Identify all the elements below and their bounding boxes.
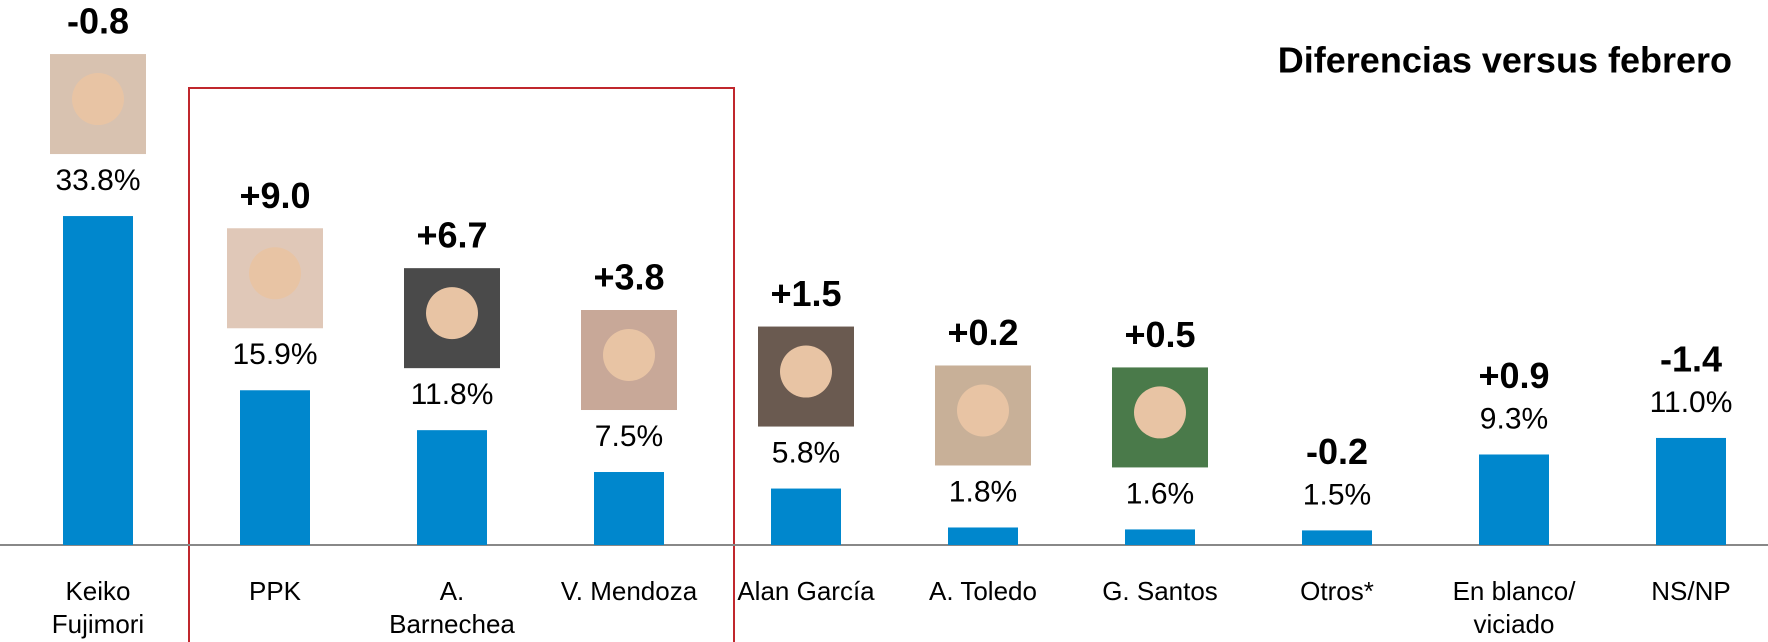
bar bbox=[948, 527, 1018, 545]
difference-label: +1.5 bbox=[770, 273, 841, 314]
bar bbox=[63, 216, 133, 545]
photo-face bbox=[426, 287, 478, 339]
photo-face bbox=[603, 329, 655, 381]
bar bbox=[771, 489, 841, 545]
value-label: 11.0% bbox=[1650, 386, 1733, 419]
bar bbox=[594, 472, 664, 545]
x-tick-label: Keiko Fujimori bbox=[10, 575, 186, 641]
value-label: 11.8% bbox=[411, 378, 494, 411]
x-tick-label: G. Santos bbox=[1072, 575, 1248, 608]
x-tick-label: NS/NP bbox=[1603, 575, 1768, 608]
difference-label: -0.2 bbox=[1306, 431, 1368, 472]
value-label: 33.8% bbox=[55, 164, 140, 197]
x-tick-label: En blanco/ viciado bbox=[1426, 575, 1602, 641]
photo-face bbox=[957, 384, 1009, 436]
page: {"chart_data": {"type": "bar", "title": … bbox=[0, 0, 1768, 642]
x-tick-label: A. Toledo bbox=[895, 575, 1071, 608]
value-label: 7.5% bbox=[595, 420, 663, 453]
value-label: 1.5% bbox=[1303, 478, 1371, 511]
difference-label: +3.8 bbox=[593, 257, 664, 298]
x-tick-label: Alan García bbox=[718, 575, 894, 608]
chart-title: Diferencias versus febrero bbox=[1278, 40, 1732, 81]
value-label: 15.9% bbox=[232, 338, 317, 371]
value-label: 1.8% bbox=[949, 475, 1017, 508]
bar bbox=[240, 390, 310, 545]
value-label: 9.3% bbox=[1480, 402, 1548, 435]
photo-face bbox=[780, 346, 832, 398]
bar bbox=[1479, 454, 1549, 545]
value-label: 5.8% bbox=[772, 436, 840, 469]
difference-label: +9.0 bbox=[239, 175, 310, 216]
difference-label: +0.9 bbox=[1478, 355, 1549, 396]
bar bbox=[1125, 529, 1195, 545]
x-tick-label: PPK bbox=[187, 575, 363, 608]
difference-label: +6.7 bbox=[416, 215, 487, 256]
photo-face bbox=[1134, 386, 1186, 438]
difference-label: +0.2 bbox=[947, 312, 1018, 353]
x-tick-label: V. Mendoza bbox=[541, 575, 717, 608]
difference-label: +0.5 bbox=[1124, 314, 1195, 355]
bar bbox=[1656, 438, 1726, 545]
chart: Diferencias versus febrero 33.8% -0.8 15.9… bbox=[0, 0, 1768, 642]
x-tick-label: Otros* bbox=[1249, 575, 1425, 608]
photo-face bbox=[72, 73, 124, 125]
chart-area: Diferencias versus febrero 33.8% -0.8 15.9… bbox=[0, 0, 1768, 642]
bar bbox=[1302, 530, 1372, 545]
bar bbox=[417, 430, 487, 545]
photo-face bbox=[249, 247, 301, 299]
difference-label: -0.8 bbox=[67, 1, 129, 42]
x-tick-label: A. Barnechea bbox=[364, 575, 540, 641]
difference-label: -1.4 bbox=[1660, 338, 1722, 379]
value-label: 1.6% bbox=[1126, 477, 1194, 510]
